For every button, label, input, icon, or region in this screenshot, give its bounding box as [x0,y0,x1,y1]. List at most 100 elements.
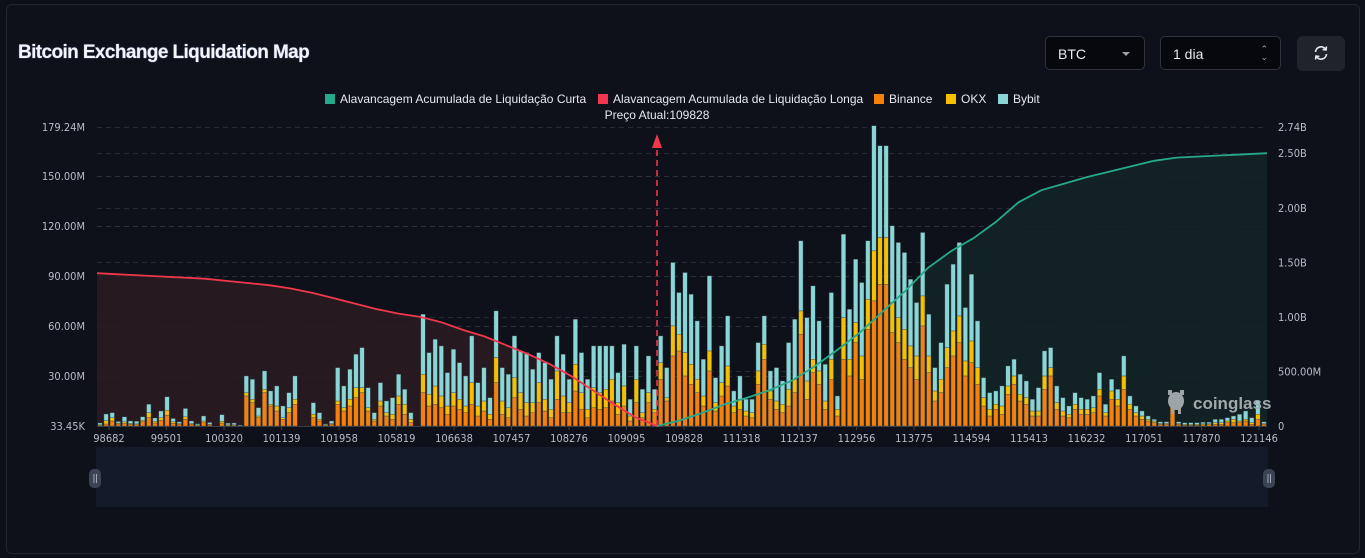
legend-item[interactable]: Bybit [998,92,1040,106]
bar-okx [1078,409,1084,415]
timeframe-select-value: 1 dia [1173,46,1204,62]
bar-binance [396,404,402,427]
bar-binance [152,422,158,427]
bar-okx [853,322,859,343]
bar-okx [1255,414,1261,420]
legend-item[interactable]: Alavancagem Acumulada de Liquidação Curt… [325,92,586,106]
bar-okx [725,365,731,387]
bar-bybit [1145,415,1151,420]
bar-binance [475,415,481,427]
bar-okx [944,347,950,368]
bar-bybit [402,389,408,405]
bar-bybit [377,382,383,402]
bar-binance [457,409,462,427]
bar-binance [1078,414,1084,427]
legend-item[interactable]: Alavancagem Acumulada de Liquidação Long… [598,92,864,106]
bar-okx [274,405,280,412]
bar-okx [341,407,347,412]
bar-bybit [1090,395,1096,408]
bar-bybit [140,416,146,421]
left-axis-tick-label: 179.24M [42,121,85,134]
bar-okx [310,414,316,418]
bar-bybit [274,385,280,407]
bar-bybit [956,242,962,317]
bar-bybit [822,364,828,402]
bar-binance [1054,409,1060,427]
bar-binance [530,412,536,427]
bar-binance [317,420,322,427]
bar-binance [816,384,822,427]
x-axis-tick-label: 117051 [1125,432,1163,445]
bar-okx [1066,414,1072,418]
bar-bybit [189,420,194,424]
bar-binance [280,419,286,427]
bar-binance [353,397,359,427]
bar-binance [1176,424,1182,427]
bar-bybit [487,397,493,415]
timeframe-select[interactable]: 1 dia ⌃ ⌄ [1160,36,1281,70]
bar-bybit [164,396,170,411]
slider-right-handle[interactable] [1263,469,1275,488]
symbol-select[interactable]: BTC [1045,36,1145,70]
bar-bybit [438,345,444,397]
bar-binance [438,407,444,427]
slider-track[interactable] [96,447,1268,507]
bar-okx [969,340,974,363]
bar-binance [902,359,907,427]
bar-bybit [1017,374,1023,395]
bar-binance [1023,404,1029,427]
bar-okx [694,379,700,393]
bar-okx [920,295,926,327]
bar-bybit [603,345,609,390]
bar-okx [365,407,371,412]
bar-bybit [1194,422,1200,425]
bar-binance [512,397,517,427]
bar-okx [1224,420,1230,423]
bar-binance [463,412,469,427]
long-area [97,273,657,426]
bar-binance [572,390,578,427]
bar-okx [1115,399,1121,407]
left-axis-tick-label: 120.00M [42,220,85,233]
bar-okx [432,385,438,405]
bar-bybit [432,339,438,387]
bar-binance [713,410,718,427]
bar-bybit [883,145,889,238]
bar-okx [987,409,993,417]
bar-bybit [975,320,980,368]
bar-okx [262,389,267,393]
refresh-button[interactable] [1297,36,1345,71]
bar-bybit [286,392,292,408]
bar-binance [542,410,548,427]
bar-bybit [1218,419,1224,423]
bar-bybit [1042,350,1047,377]
bar-binance [359,392,365,427]
bar-binance [103,423,109,427]
bar-binance [505,417,511,427]
slider-left-handle[interactable] [89,469,101,488]
zoom-slider[interactable] [89,447,1275,507]
bar-binance [1048,375,1054,427]
bar-binance [219,422,225,427]
bar-bybit [1176,421,1182,424]
bar-binance [384,415,389,427]
bar-okx [152,421,158,424]
legend-item[interactable]: OKX [946,92,986,106]
bar-bybit [1255,400,1261,415]
x-axis-tick-label: 106638 [435,432,473,445]
bar-okx [243,392,249,397]
bar-binance [1017,400,1023,427]
bar-binance [707,370,712,427]
bar-bybit [664,367,670,398]
bar-okx [438,395,444,408]
bar-bybit [938,342,944,380]
legend-item[interactable]: Binance [874,92,933,106]
bar-binance [603,407,609,427]
bar-binance [987,415,993,427]
bar-bybit [463,375,469,407]
bar-binance [914,379,920,427]
short-cumulative-line [656,152,1268,427]
bar-binance [859,379,865,427]
bar-bybit [859,282,865,357]
bar-bybit [999,385,1005,407]
